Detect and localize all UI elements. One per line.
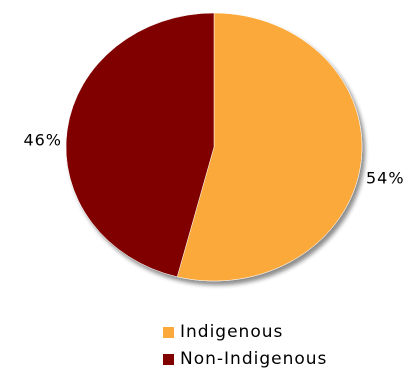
legend-label-non-indigenous: Non-Indigenous <box>180 349 328 369</box>
legend-item-indigenous: Indigenous <box>163 320 403 345</box>
pie-slice-labels: 54% 46% <box>23 131 405 188</box>
pie-slice-non-indigenous <box>65 12 215 278</box>
pie-slices <box>65 12 363 282</box>
legend-swatch-indigenous <box>163 327 174 338</box>
legend: Indigenous Non-Indigenous <box>163 320 403 374</box>
legend-swatch-non-indigenous <box>163 354 174 365</box>
pie-slice-indigenous <box>176 12 363 282</box>
legend-item-non-indigenous: Non-Indigenous <box>163 347 403 372</box>
pie-label-indigenous: 54% <box>366 169 405 188</box>
legend-label-indigenous: Indigenous <box>180 322 284 342</box>
pie-label-non-indigenous: 46% <box>23 131 62 150</box>
